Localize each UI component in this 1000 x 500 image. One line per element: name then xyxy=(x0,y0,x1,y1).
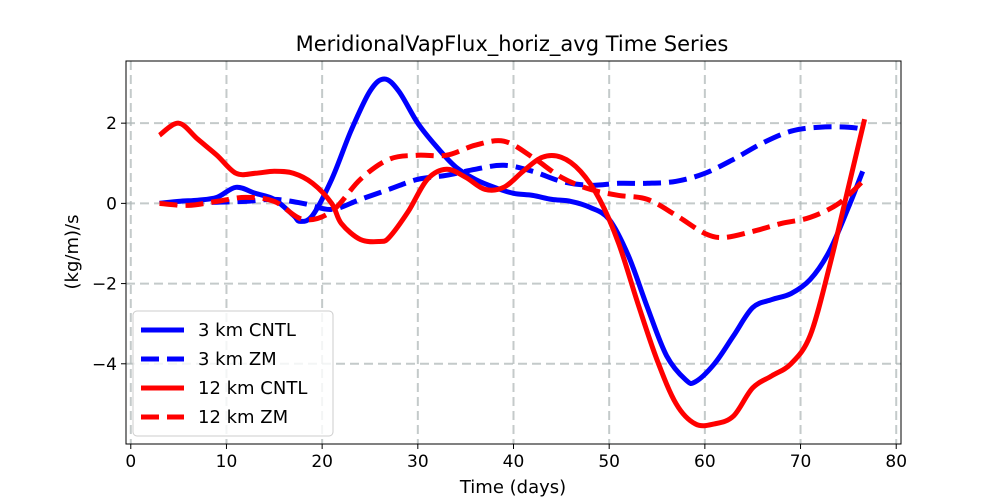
x-tick-label: 70 xyxy=(790,452,812,472)
x-tick-label: 50 xyxy=(598,452,620,472)
legend-label-12-km-cntl: 12 km CNTL xyxy=(198,378,307,399)
x-tick-label: 10 xyxy=(216,452,238,472)
x-tick-label: 20 xyxy=(311,452,333,472)
legend: 3 km CNTL 3 km ZM 12 km CNTL 12 km ZM xyxy=(132,310,334,437)
series-line-12-km-cntl xyxy=(157,118,868,429)
x-axis-label: Time (days) xyxy=(459,477,566,498)
y-tick-label: 2 xyxy=(106,114,117,134)
y-axis-label: (kg/m)/s xyxy=(62,215,83,290)
x-tick-label: 60 xyxy=(694,452,716,472)
y-tick-label: −2 xyxy=(92,275,117,295)
y-tick-label: 0 xyxy=(106,194,117,214)
series-line-12-km-zm xyxy=(159,138,865,241)
series-lines xyxy=(157,76,868,429)
x-tick-label: 0 xyxy=(125,452,136,472)
legend-label-12-km-zm: 12 km ZM xyxy=(198,407,288,428)
legend-box xyxy=(132,310,334,437)
x-tick-label: 80 xyxy=(885,452,907,472)
x-tick-label: 40 xyxy=(503,452,525,472)
x-tick-label: 30 xyxy=(407,452,429,472)
legend-label-3-km-cntl: 3 km CNTL xyxy=(198,320,296,341)
series-line-3-km-cntl xyxy=(159,76,866,387)
legend-label-3-km-zm: 3 km ZM xyxy=(198,349,277,370)
y-tick-label: −4 xyxy=(92,355,117,375)
chart-title: MeridionalVapFlux_horiz_avg Time Series xyxy=(296,32,729,57)
series-line-3-km-zm xyxy=(159,124,864,212)
